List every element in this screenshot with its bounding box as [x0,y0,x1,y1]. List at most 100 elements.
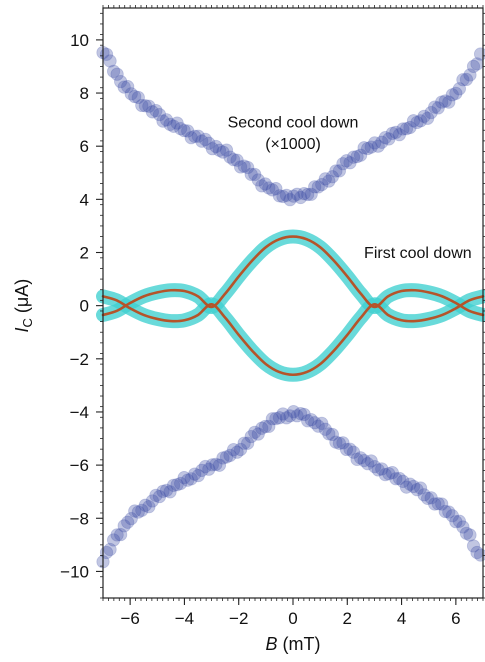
data-point [279,188,294,202]
data-point [410,115,424,130]
data-point [311,180,325,194]
data-point [304,413,318,427]
data-point [138,498,152,512]
data-point [226,153,241,167]
y-axis-unit: (μA) [12,279,32,318]
fit-line-3 [101,295,485,377]
data-point [177,471,191,485]
data-point [389,472,403,486]
data-point [163,117,177,131]
data-point [452,82,466,96]
tick-labels: −6 −4 −2 0 2 4 6 10 8 6 4 2 0 −2 −4 −6 −8 −10 [60,31,460,628]
data-point [431,101,445,115]
data-point [421,111,435,125]
data-point [445,509,459,523]
data-point [463,528,477,542]
data-point [293,406,308,421]
data-point [269,182,283,196]
y-tick-label: 0 [80,297,89,316]
x-tick-label: −6 [120,609,139,628]
data-point [184,131,198,145]
data-point [399,122,414,136]
data-point [389,125,403,139]
annotation-label: (×1000) [265,136,321,153]
data-point [293,190,308,205]
y-tick-label: 8 [80,84,89,103]
data-point [131,90,145,105]
data-point [110,67,124,81]
data-point [138,99,152,113]
data-point [124,512,138,526]
data-point [121,80,135,94]
data-point [114,74,128,89]
data-point [392,471,406,486]
data-point [361,457,375,471]
data-point [159,483,174,497]
data-point [304,187,318,201]
data-point [368,460,382,474]
data-point [346,150,361,164]
data-point [431,497,445,511]
data-point [198,459,212,474]
data-point [399,480,414,494]
data-point [336,157,350,171]
x-tick-label: 2 [343,609,352,628]
data-point [343,442,357,456]
data-point [219,450,234,464]
data-point [297,186,311,201]
data-point [272,189,287,203]
data-point [258,419,272,434]
data-point [459,526,474,540]
data-point [248,425,262,439]
data-point [110,528,124,542]
data-point [103,542,117,557]
x-tick-label: 4 [397,609,406,628]
data-point [117,80,131,94]
data-point [117,519,131,533]
data-point [121,515,135,529]
data-point [219,143,234,157]
second-cooldown-points [96,45,485,569]
data-point [241,436,255,450]
data-point [135,503,149,517]
data-point [322,427,336,441]
data-point [145,494,159,508]
data-point [473,548,485,562]
data-point [276,189,290,204]
data-point [223,150,237,164]
data-point [406,114,421,128]
y-tick-label: −2 [70,350,89,369]
data-point [212,143,227,157]
data-point [198,132,212,147]
data-point [181,473,195,487]
data-point [103,54,117,68]
data-point [159,113,174,127]
data-point [339,154,354,168]
data-point [216,451,230,465]
data-point [188,129,202,143]
data-point [145,105,159,119]
data-point [205,458,219,472]
data-point [428,100,442,114]
data-point [156,484,170,498]
data-point [174,122,188,136]
data-point [403,120,417,135]
data-point [308,180,322,194]
data-point [325,170,339,184]
data-point [357,141,371,155]
data-point [184,472,198,486]
data-point [170,116,184,130]
data-point [449,515,463,529]
data-point [106,64,121,78]
x-axis-title: B (mT) [266,634,321,654]
data-point [466,539,481,553]
data-point [276,407,290,421]
data-point [339,442,354,457]
data-point [353,148,368,162]
data-point [202,136,216,150]
plot-frame [102,7,484,599]
data-point [272,411,287,425]
data-point [248,167,262,182]
data-point [135,98,149,113]
y-tick-label: −10 [60,562,89,581]
